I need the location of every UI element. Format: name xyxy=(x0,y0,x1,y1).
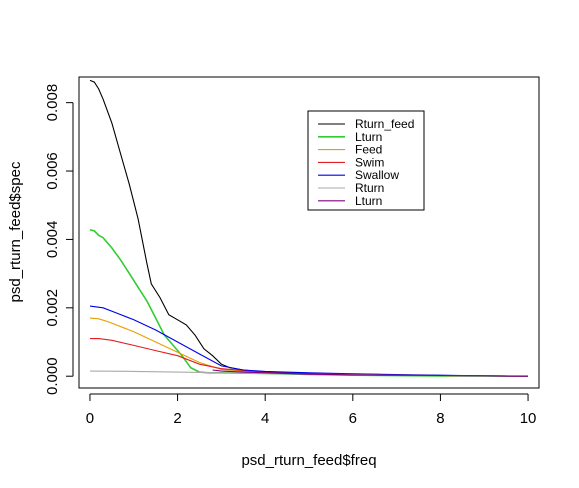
y-tick-label: 0.000 xyxy=(44,357,61,395)
legend-label: Swallow xyxy=(355,168,399,182)
series-lines xyxy=(89,79,529,378)
series-line-6 xyxy=(212,369,529,377)
x-axis-label: psd_rturn_feed$freq xyxy=(241,452,376,469)
legend-label: Rturn xyxy=(355,181,384,195)
y-tick-label: 0.006 xyxy=(44,152,61,190)
y-tick-label: 0.008 xyxy=(44,84,61,122)
series-line-1 xyxy=(89,229,529,378)
series-line-3 xyxy=(90,338,529,377)
plot-frame xyxy=(78,76,540,389)
legend-label: Lturn xyxy=(355,130,382,144)
y-axis: 0.000 0.002 0.004 0.006 0.008 xyxy=(44,84,74,395)
legend-box xyxy=(307,110,425,211)
x-tick-label: 6 xyxy=(349,410,357,427)
x-tick-label: 10 xyxy=(520,410,537,427)
x-tick-label: 8 xyxy=(436,410,444,427)
legend-label: Swim xyxy=(355,155,384,169)
legend-label: Rturn_feed xyxy=(355,117,414,131)
x-tick-label: 2 xyxy=(173,410,181,427)
y-axis-label: psd_rturn_feed$spec xyxy=(7,161,24,302)
x-tick-label: 0 xyxy=(86,410,94,427)
y-tick-label: 0.002 xyxy=(44,289,61,327)
x-axis: 0 2 4 6 8 10 xyxy=(86,393,537,427)
y-tick-label: 0.004 xyxy=(44,221,61,259)
series-line-2 xyxy=(89,317,529,377)
legend-label: Feed xyxy=(355,143,382,157)
x-tick-label: 4 xyxy=(261,410,269,427)
legend-label: Lturn xyxy=(355,194,382,208)
